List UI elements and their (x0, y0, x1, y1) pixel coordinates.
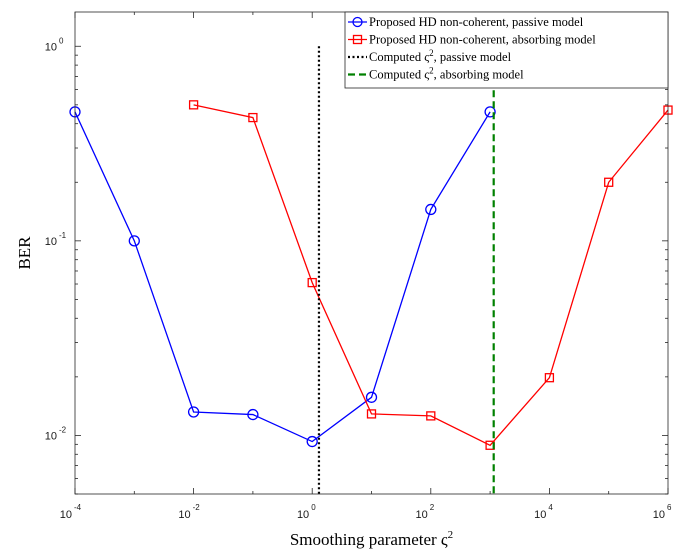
series-0-point (425, 203, 437, 216)
series-1-point (248, 112, 258, 123)
x-tick-label-exponent: 4 (548, 503, 553, 512)
series-1-point (307, 277, 317, 288)
x-tick-label: 10 (297, 509, 309, 521)
x-tick-label: 10 (178, 509, 190, 521)
series-1-point (188, 100, 199, 110)
x-tick-label: 10 (416, 509, 428, 521)
y-tick-label-exponent: -1 (59, 231, 67, 240)
y-tick-label: 10 (45, 41, 57, 53)
series-1-point (544, 373, 555, 383)
y-tick-label-exponent: -2 (59, 425, 67, 434)
x-tick-label: 10 (653, 509, 665, 521)
legend-box (344, 11, 669, 89)
y-tick-label: 10 (45, 236, 57, 248)
series-0-point (365, 391, 378, 403)
series-1-line (193, 104, 669, 447)
legend-entry-label: Computed ς2, passive model (369, 48, 512, 64)
series-0-point (247, 408, 259, 421)
y-tick-label-exponent: 0 (59, 36, 64, 45)
x-tick-label-exponent: -4 (74, 503, 82, 512)
legend: Proposed HD non-coherent, passive model P… (344, 11, 669, 89)
x-tick-label-exponent: 0 (311, 503, 316, 512)
legend-swatch-marker (352, 16, 363, 28)
x-tick-label-exponent: 6 (667, 503, 672, 512)
series-1-point (426, 411, 436, 421)
legend-entry-label: Proposed HD non-coherent, absorbing mode… (369, 33, 596, 47)
y-axis-title: BER (15, 236, 34, 270)
series-0-point (128, 235, 140, 247)
legend-entry-label: Computed ς2, absorbing model (369, 66, 524, 82)
series-1-point (366, 409, 377, 419)
legend-swatch-marker (352, 34, 363, 45)
series-0-line (74, 111, 491, 443)
x-tick-label: 10 (534, 509, 546, 521)
x-tick-label-exponent: 2 (430, 503, 435, 512)
x-tick-label: 10 (60, 509, 72, 521)
series-1-point (604, 177, 614, 187)
x-tick-label-exponent: -2 (193, 503, 201, 512)
series-0-point (306, 435, 318, 448)
series-0-point (187, 406, 200, 418)
legend-entry-label: Proposed HD non-coherent, passive model (369, 15, 584, 29)
series-0-point (484, 106, 496, 118)
y-tick-label: 10 (45, 430, 57, 442)
x-axis-title: Smoothing parameter ς2 (290, 529, 453, 549)
